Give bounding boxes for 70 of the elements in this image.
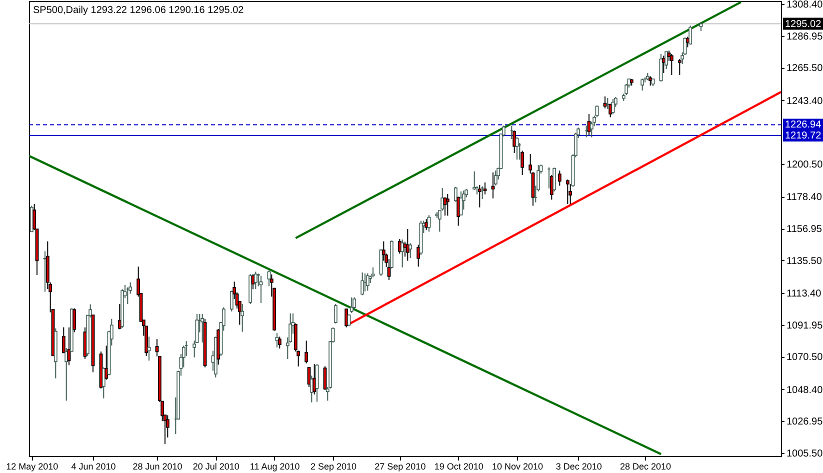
y-tick-label: 1200.50: [786, 159, 823, 170]
x-tick-label: 28 Dec 2010: [620, 462, 672, 472]
candlestick: [315, 364, 319, 402]
candlestick: [416, 244, 420, 268]
ref-line-label: 1219.72: [785, 130, 822, 142]
candlestick: [568, 183, 572, 204]
y-tick-label: 1178.40: [786, 192, 822, 204]
candlestick: [424, 218, 428, 230]
candlestick: [104, 345, 108, 380]
candlestick: [254, 271, 258, 290]
candlestick: [334, 304, 338, 324]
candlestick: [670, 53, 674, 76]
candlestick: [400, 239, 404, 268]
candlestick: [608, 103, 612, 118]
x-tick-label: 12 May 2010: [6, 462, 58, 472]
x-tick-label: 27 Sep 2010: [374, 462, 426, 472]
y-tick-label: 1308.40: [786, 0, 823, 10]
x-tick-label: 19 Oct 2010: [434, 462, 484, 472]
candlestick: [350, 296, 354, 314]
x-tick-label: 28 Jun 2010: [132, 462, 182, 472]
candlestick: [200, 313, 204, 343]
y-tick-label: 1113.40: [786, 288, 822, 300]
candlestick: [408, 242, 412, 259]
x-tick-label: 11 Aug 2010: [250, 462, 300, 472]
candlestick: [664, 51, 668, 70]
y-tick-label: 1286.95: [786, 31, 823, 42]
candlestick: [558, 170, 562, 186]
candlestick: [230, 290, 234, 312]
candlestick: [566, 179, 570, 204]
candlestick: [360, 272, 364, 296]
candlestick: [62, 326, 66, 354]
y-tick-label: 1265.50: [786, 63, 823, 74]
ref-line-label: 1226.94: [785, 120, 822, 131]
y-tick-label: 1156.95: [786, 224, 822, 235]
candlestick: [427, 214, 431, 232]
candlestick: [512, 130, 516, 154]
candlestick: [472, 170, 476, 190]
y-tick-label: 1243.40: [786, 96, 823, 107]
candlestick: [494, 170, 498, 186]
candlestick: [64, 348, 68, 402]
candlestick: [678, 58, 682, 76]
candlestick: [352, 296, 356, 309]
ref-line-label: 1295.02: [785, 18, 822, 30]
candlestick: [454, 186, 458, 202]
candlestick: [456, 196, 460, 226]
x-tick-label: 10 Nov 2010: [492, 462, 544, 472]
candlestick: [688, 25, 692, 46]
candlestick: [240, 304, 244, 332]
y-tick-label: 1091.95: [786, 320, 823, 332]
chart-title: SP500,Daily 1293.22 1296.06 1290.16 1295.02: [33, 5, 244, 16]
candlestick: [483, 182, 487, 195]
candlestick: [366, 272, 370, 292]
y-tick-label: 1135.50: [786, 256, 822, 267]
y-tick-label: 1048.40: [786, 384, 823, 396]
y-tick-label: 1070.50: [786, 352, 823, 364]
candlestick: [312, 364, 316, 395]
y-tick-label: 1026.95: [786, 416, 823, 428]
candlestick: [520, 150, 524, 176]
x-tick-label: 20 Jul 2010: [192, 462, 240, 472]
x-tick-label: 3 Dec 2010: [556, 462, 602, 472]
x-tick-label: 4 Jun 2010: [71, 462, 116, 472]
candlestick: [304, 340, 308, 364]
candlestick: [446, 194, 450, 216]
candlestick: [491, 172, 495, 199]
y-tick-label: 1005.50: [786, 448, 823, 460]
candlestick: [72, 308, 76, 333]
x-tick-label: 2 Sep 2010: [310, 462, 357, 472]
candlestick: [552, 167, 556, 192]
candlestick: [278, 336, 282, 350]
candlestick: [640, 78, 644, 92]
